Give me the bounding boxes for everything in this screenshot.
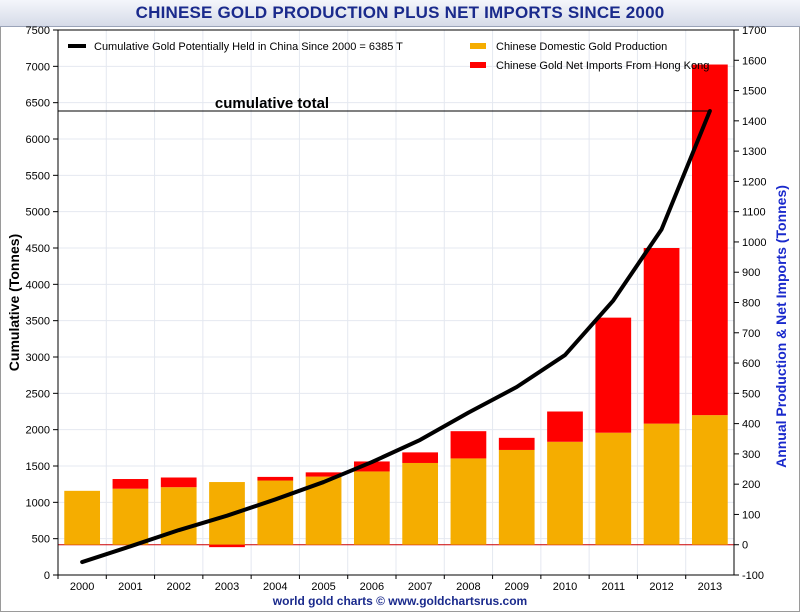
x-axis-tick-label: 2001 <box>118 581 142 593</box>
bar-imports <box>547 411 583 442</box>
bar-production <box>257 480 294 545</box>
right-axis-tick-label: 1700 <box>742 25 766 37</box>
legend-label-imports: Chinese Gold Net Imports From Hong Kong <box>496 60 709 72</box>
bar-production <box>498 449 535 545</box>
left-axis-tick-label: 7000 <box>26 61 50 73</box>
chart-title: CHINESE GOLD PRODUCTION PLUS NET IMPORTS… <box>0 0 800 27</box>
right-axis-tick-label: 1200 <box>742 176 766 188</box>
x-axis-tick-label: 2002 <box>166 581 190 593</box>
bar-imports <box>112 479 149 489</box>
bar-imports <box>450 431 487 459</box>
x-axis-tick-label: 2010 <box>553 581 577 593</box>
left-axis-tick-label: 0 <box>44 570 50 582</box>
left-axis-tick-label: 500 <box>32 534 50 546</box>
bar-production <box>64 490 101 545</box>
left-axis-tick-label: 2000 <box>26 425 50 437</box>
bar-production <box>547 441 583 545</box>
bar-imports <box>498 437 535 450</box>
right-axis-tick-label: 200 <box>742 479 760 491</box>
x-axis-tick-label: 2006 <box>360 581 384 593</box>
legend-label-cumulative: Cumulative Gold Potentially Held in Chin… <box>94 41 403 53</box>
x-axis-tick-label: 2000 <box>70 581 94 593</box>
cumulative-line <box>80 109 712 565</box>
left-axis-tick-label: 6500 <box>26 98 50 110</box>
right-axis-title: Annual Production & Net Imports (Tonnes) <box>773 185 789 468</box>
right-axis-tick-label: 1000 <box>742 237 766 249</box>
left-axis-tick-label: 2500 <box>26 388 50 400</box>
x-axis-tick-label: 2003 <box>215 581 239 593</box>
legend-label-production: Chinese Domestic Gold Production <box>496 41 667 53</box>
bar-production <box>112 488 149 545</box>
legend-swatch-imports <box>470 62 486 68</box>
right-axis-tick-label: 300 <box>742 449 760 461</box>
right-axis-tick-label: 1100 <box>742 207 766 219</box>
bar-imports <box>595 317 632 433</box>
left-axis-tick-label: 6000 <box>26 134 50 146</box>
legend-swatch-production <box>470 43 486 49</box>
bar-production <box>595 432 632 545</box>
left-axis-tick-label: 5000 <box>26 207 50 219</box>
right-axis-tick-label: 600 <box>742 358 760 370</box>
left-axis-tick-label: 7500 <box>26 25 50 37</box>
right-axis-tick-label: 800 <box>742 298 760 310</box>
chart-credit: world gold charts © www.goldchartsrus.co… <box>272 594 528 608</box>
left-axis-tick-label: 3000 <box>26 352 50 364</box>
x-axis-tick-label: 2007 <box>408 581 432 593</box>
right-axis-tick-label: 1500 <box>742 86 766 98</box>
left-axis-tick-label: 4500 <box>26 243 50 255</box>
right-axis-tick-label: -100 <box>742 570 764 582</box>
bar-production <box>643 423 680 545</box>
x-axis-tick-label: 2004 <box>263 581 287 593</box>
bar-imports <box>353 461 390 472</box>
bar-imports <box>691 64 728 416</box>
x-axis-tick-label: 2009 <box>504 581 528 593</box>
right-axis-tick-label: 1600 <box>742 55 766 67</box>
right-axis-tick-label: 1400 <box>742 116 766 128</box>
bar-imports <box>402 452 439 463</box>
right-axis-tick-label: 500 <box>742 388 760 400</box>
x-axis-tick-label: 2013 <box>698 581 722 593</box>
left-axis-title: Cumulative (Tonnes) <box>6 234 22 371</box>
x-axis-tick-label: 2008 <box>456 581 480 593</box>
left-axis-tick-label: 3500 <box>26 316 50 328</box>
right-axis-tick-label: 100 <box>742 509 760 521</box>
right-axis-tick-label: 700 <box>742 328 760 340</box>
left-axis-tick-label: 4000 <box>26 279 50 291</box>
bar-production <box>402 462 439 545</box>
bar-imports <box>209 544 245 548</box>
left-axis-tick-label: 1500 <box>26 461 50 473</box>
right-axis-tick-label: 400 <box>742 419 760 431</box>
bar-imports <box>643 248 680 424</box>
bar-imports <box>257 476 294 481</box>
left-axis-tick-label: 1000 <box>26 497 50 509</box>
cumulative-total-label: cumulative total <box>215 95 329 112</box>
right-axis-tick-label: 0 <box>742 540 748 552</box>
bar-imports <box>160 477 197 488</box>
right-axis-tick-label: 900 <box>742 267 760 279</box>
bar-imports <box>305 472 342 477</box>
left-axis-tick-label: 5500 <box>26 170 50 182</box>
right-axis-tick-label: 1300 <box>742 146 766 158</box>
bar-production <box>691 415 728 545</box>
bar-production <box>450 458 487 545</box>
bar-production <box>353 471 390 545</box>
x-axis-tick-label: 2005 <box>311 581 335 593</box>
x-axis-tick-label: 2011 <box>601 581 625 593</box>
x-axis-tick-label: 2012 <box>649 581 673 593</box>
